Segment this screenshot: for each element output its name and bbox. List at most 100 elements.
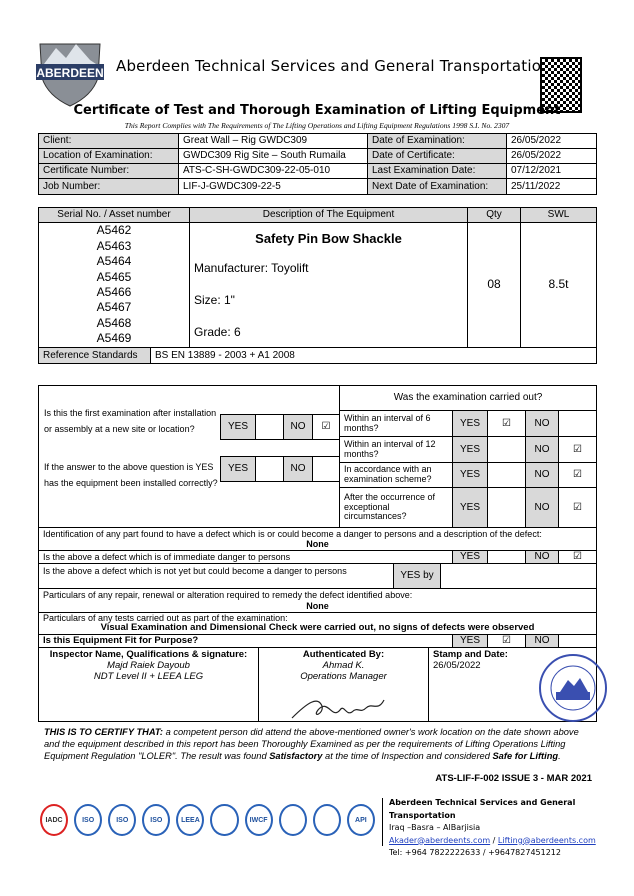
stamp-cell: Stamp and Date: 26/05/2022 (428, 647, 597, 722)
footer-tel: Tel: +964 7822222633 / +9647827451212 (389, 848, 561, 857)
header-qty: Qty (467, 207, 521, 223)
page-subtitle: This Report Complies with The Requiremen… (124, 121, 510, 130)
interval-yes-checkbox[interactable] (487, 462, 526, 488)
form-code: ATS-LIF-F-002 ISSUE 3 - MAR 2021 (435, 773, 592, 784)
qty-value: 08 (467, 222, 521, 348)
stamp-date: 26/05/2022 (433, 659, 481, 671)
first-exam-no-label: NO (283, 414, 313, 440)
next-exam-value: 25/11/2022 (506, 178, 597, 195)
defect-row: Identification of any part found to have… (38, 527, 597, 551)
interval-no-label: NO (525, 410, 559, 437)
inspector-name: Majd Raiek Dayoub (107, 659, 190, 671)
serial-number: A5468 (96, 315, 132, 330)
footer-divider (382, 798, 383, 846)
interval-yes-checkbox[interactable]: ☑ (487, 410, 526, 437)
defect-question: Identification of any part found to have… (43, 528, 542, 539)
immediate-danger-question: Is the above a defect which is of immedi… (38, 550, 453, 564)
fit-yes-label: YES (452, 634, 488, 648)
serial-number: A5462 (96, 223, 132, 238)
accreditation-logo: IADC (40, 804, 69, 836)
fit-no-box[interactable] (558, 634, 597, 648)
manufacturer: Manufacturer: Toyolift (194, 260, 309, 275)
auth-role: Operations Manager (300, 670, 387, 682)
interval-yes-label: YES (452, 436, 488, 463)
inspector-qualification: NDT Level II + LEEA LEG (93, 670, 204, 682)
certify-lead: THIS IS TO CERTIFY THAT: (44, 727, 163, 737)
installed-yes-label: YES (220, 456, 256, 482)
interval-no-checkbox[interactable]: ☑ (558, 436, 597, 463)
installed-question: If the answer to the above question is Y… (44, 462, 218, 488)
interval-yes-checkbox[interactable] (487, 436, 526, 463)
certify-text-1: a competent person did attend the above-… (44, 727, 579, 761)
certification-statement: THIS IS TO CERTIFY THAT: a competent per… (44, 726, 596, 762)
email-link-lifting[interactable]: Lifting@aberdeents.com (497, 835, 596, 845)
accreditation-logo (210, 804, 239, 836)
interval-no-checkbox[interactable]: ☑ (558, 462, 597, 488)
next-exam-label: Next Date of Examination: (367, 178, 507, 195)
installed-no-label: NO (283, 456, 313, 482)
swl-value: 8.5t (520, 222, 597, 348)
client-label: Client: (38, 133, 179, 149)
repair-answer: None (306, 600, 329, 611)
interval-question: After the occurrence of exceptional circ… (339, 487, 453, 528)
serial-number: A5463 (96, 238, 132, 253)
accreditation-logo: API (346, 804, 375, 836)
accreditation-logos: IADC ISO ISO ISO LEEA IWCF API (40, 800, 375, 840)
installed-no-box[interactable] (312, 456, 340, 482)
first-exam-yes-box[interactable] (255, 414, 284, 440)
size: Size: 1" (194, 292, 235, 307)
ref-standards-label: Reference Standards (38, 347, 151, 364)
accreditation-logo: ISO (142, 804, 171, 836)
first-exam-yes-label: YES (220, 414, 256, 440)
serial-number: A5465 (96, 269, 132, 284)
tests-answer: Visual Examination and Dimensional Check… (100, 622, 535, 634)
interval-yes-checkbox[interactable] (487, 487, 526, 528)
header-serial: Serial No. / Asset number (38, 207, 190, 223)
last-exam-value: 07/12/2021 (506, 163, 597, 179)
accreditation-logo: ISO (108, 804, 137, 836)
interval-no-label: NO (525, 487, 559, 528)
certify-end: . (558, 751, 561, 761)
installed-yes-box[interactable] (255, 456, 284, 482)
interval-no-label: NO (525, 436, 559, 463)
accreditation-logo: LEEA (176, 804, 205, 836)
interval-no-checkbox[interactable] (558, 410, 597, 437)
interval-no-checkbox[interactable]: ☑ (558, 487, 597, 528)
yes-by-label: YES by (393, 563, 441, 589)
email-separator: / (490, 835, 498, 845)
location-label: Location of Examination: (38, 148, 179, 164)
email-link-akader[interactable]: Akader@aberdeents.com (389, 835, 491, 845)
page-title: Certificate of Test and Thorough Examina… (73, 103, 561, 118)
date-cert-value: 26/05/2022 (506, 148, 597, 164)
svg-text:ABERDEEN: ABERDEEN (36, 66, 103, 80)
job-label: Job Number: (38, 178, 179, 195)
tests-row: Particulars of any tests carried out as … (38, 612, 597, 635)
certify-text-2: at the time of Inspection and considered (322, 751, 493, 761)
client-value: Great Wall – Rig GWDC309 (178, 133, 368, 149)
accreditation-logo (312, 804, 341, 836)
job-value: LIF-J-GWDC309-22-5 (178, 178, 368, 195)
repair-row: Particulars of any repair, renewal or al… (38, 588, 597, 613)
inspector-label: Inspector Name, Qualifications & signatu… (49, 649, 248, 660)
interval-no-label: NO (525, 462, 559, 488)
immediate-no-label: NO (525, 550, 559, 564)
certify-safe: Safe for Lifting (492, 751, 559, 761)
cert-label: Certificate Number: (38, 163, 179, 179)
stamp-label: Stamp and Date: (433, 649, 508, 660)
auth-label: Authenticated By: (302, 649, 385, 660)
qr-code (540, 57, 582, 113)
footer-company: Aberdeen Technical Services and General … (389, 798, 576, 820)
date-exam-label: Date of Examination: (367, 133, 507, 149)
immediate-yes-box[interactable] (487, 550, 526, 564)
footer-contact: Aberdeen Technical Services and General … (389, 797, 634, 860)
fit-yes-checkbox[interactable]: ☑ (487, 634, 526, 648)
inspector-cell: Inspector Name, Qualifications & signatu… (38, 647, 259, 722)
yes-by-field[interactable] (440, 563, 597, 589)
date-exam-value: 26/05/2022 (506, 133, 597, 149)
company-logo: ABERDEEN (34, 34, 106, 108)
fit-no-label: NO (525, 634, 559, 648)
immediate-no-checkbox[interactable]: ☑ (558, 550, 597, 564)
first-exam-no-checkbox[interactable]: ☑ (312, 414, 340, 440)
repair-question: Particulars of any repair, renewal or al… (43, 590, 413, 601)
serial-number: A5466 (96, 285, 132, 299)
